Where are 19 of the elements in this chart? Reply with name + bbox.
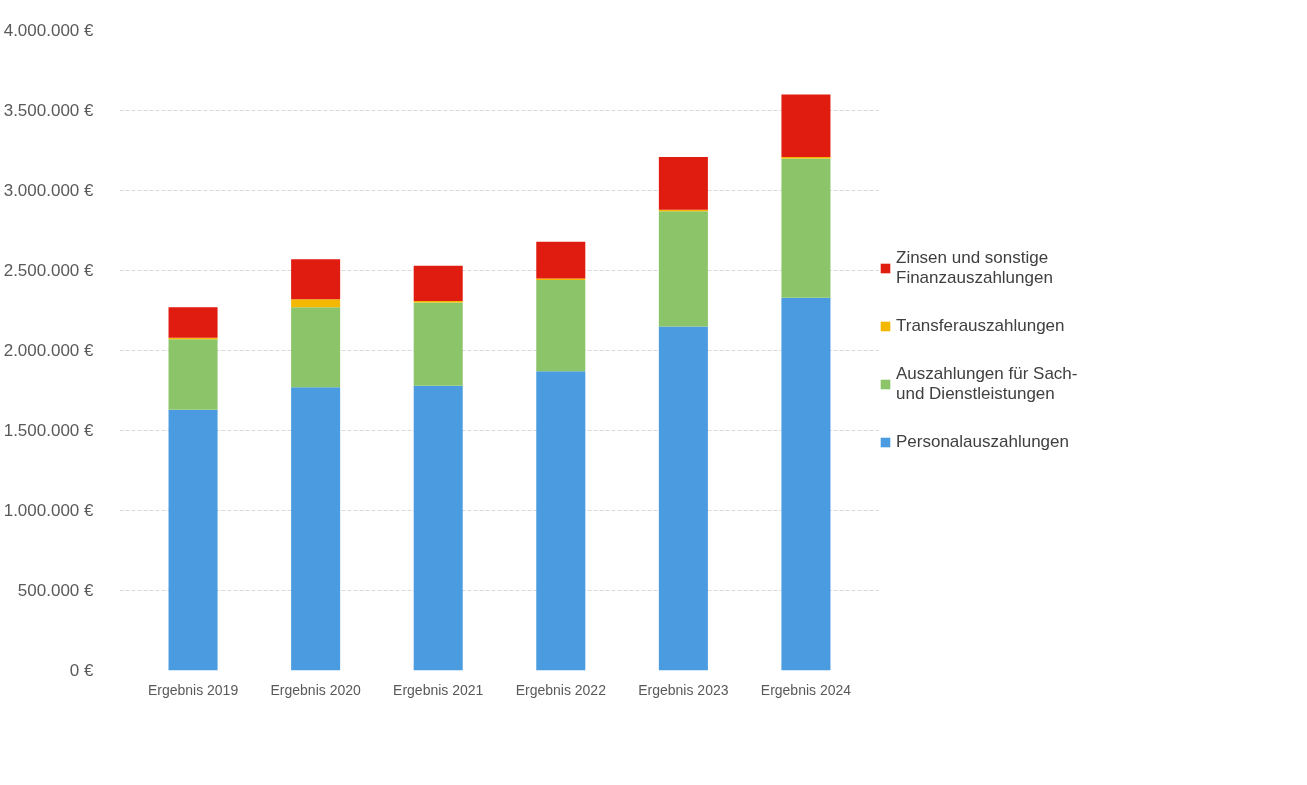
y-tick-label: 3.500.000 € <box>3 101 95 120</box>
x-tick-label: Ergebnis 2022 <box>515 681 607 698</box>
x-tick-label: Ergebnis 2024 <box>760 681 852 698</box>
legend-label: Zinsen und sonstige Finanzauszahlungen <box>896 248 1053 288</box>
legend-label: Transferauszahlungen <box>896 316 1065 336</box>
legend-label: Auszahlungen für Sach- und Dienstleistungen <box>896 364 1078 404</box>
y-tick-label: 1.500.000 € <box>3 421 95 440</box>
legend-label: Personalauszahlungen <box>896 432 1069 452</box>
y-tick-label: 3.000.000 € <box>3 181 95 200</box>
x-tick-label: Ergebnis 2021 <box>393 681 484 698</box>
y-tick-label: 1.000.000 € <box>3 501 95 520</box>
y-tick-label: 2.500.000 € <box>3 261 95 280</box>
y-tick-label: 0 € <box>69 661 95 680</box>
y-tick-label: 4.000.000 € <box>3 21 95 40</box>
x-tick-label: Ergebnis 2019 <box>147 681 239 698</box>
x-tick-label: Ergebnis 2023 <box>638 681 729 698</box>
y-tick-label: 500.000 € <box>17 581 95 600</box>
x-tick-label: Ergebnis 2020 <box>270 681 361 698</box>
y-tick-label: 2.000.000 € <box>3 341 95 360</box>
